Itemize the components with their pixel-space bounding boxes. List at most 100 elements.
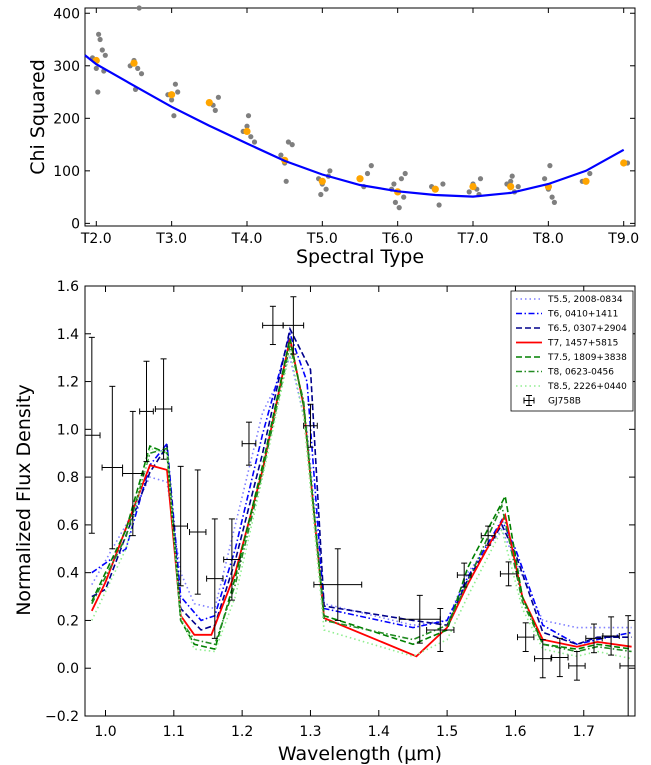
error-bar-point — [85, 336, 101, 534]
x-tick-label: T4.0 — [231, 231, 263, 247]
orange-point — [318, 177, 326, 185]
y-tick-label: 0.0 — [57, 661, 79, 677]
grey-point — [285, 139, 291, 145]
grey-point — [508, 178, 514, 184]
grey-point — [215, 94, 221, 100]
legend-label: T8, 0623-0456 — [547, 368, 614, 378]
grey-point — [587, 170, 593, 177]
grey-point — [97, 36, 103, 43]
grey-point — [96, 31, 102, 37]
error-bar-point — [154, 358, 173, 460]
top-x-ticks: T2.0 T3.0 T4.0 T5.0 T6.0 T7.0 T8.0 T9.0 — [80, 8, 639, 247]
top-plot-frame — [84, 7, 636, 227]
error-bar-point — [173, 465, 188, 587]
grey-point — [102, 52, 108, 58]
legend-swatch-errorbar — [523, 395, 535, 406]
error-bar-point — [585, 623, 603, 654]
x-tick-label: T5.0 — [306, 231, 338, 247]
error-bar-point — [313, 548, 363, 621]
error-bar-point — [303, 403, 318, 448]
x-tick-label: T2.0 — [80, 231, 112, 247]
y-tick-label: 400 — [53, 6, 80, 22]
legend-label: T8.5, 2226+0440 — [547, 382, 627, 392]
grey-point — [283, 178, 289, 184]
error-bar-point — [568, 651, 586, 681]
grey-point — [251, 139, 258, 145]
x-tick-label: 1.6 — [504, 724, 526, 740]
legend-label: T7, 1457+5815 — [547, 339, 618, 349]
error-bar-point — [426, 608, 455, 652]
error-bar-point — [499, 561, 518, 587]
x-tick-label: 1.4 — [368, 724, 390, 740]
legend-label: T6, 0410+1411 — [547, 310, 618, 320]
grey-point — [175, 89, 181, 95]
bottom-data-marks — [85, 296, 635, 716]
error-bar-point — [534, 639, 552, 679]
x-tick-label: 1.1 — [163, 724, 185, 740]
grey-point — [477, 176, 484, 182]
bottom-y-ticks: −0.2 0.0 0.2 0.4 0.6 0.8 1.0 1.2 1.4 1.6 — [45, 279, 635, 725]
orange-point — [582, 177, 590, 185]
error-bar-point — [619, 615, 635, 716]
legend-label: T6.5, 0307+2904 — [547, 324, 627, 334]
y-tick-label: 0.2 — [57, 613, 79, 629]
orange-point — [620, 159, 628, 167]
top-x-axis-label: Spectral Type — [296, 246, 424, 268]
error-bar-point — [241, 421, 257, 466]
orange-point — [356, 175, 364, 183]
grey-point — [135, 65, 141, 71]
y-tick-label: 0.6 — [57, 518, 79, 534]
grey-point — [245, 113, 252, 119]
grey-point — [398, 176, 404, 182]
grey-point — [323, 186, 329, 192]
grey-point — [318, 191, 324, 198]
y-tick-label: 100 — [53, 164, 80, 180]
x-tick-label: T7.0 — [457, 231, 489, 247]
y-tick-label: 1.0 — [57, 422, 79, 438]
grey-point — [364, 170, 371, 177]
top-y-ticks: 0 100 200 300 400 — [53, 6, 635, 232]
y-tick-label: 1.6 — [57, 279, 79, 295]
grey-point — [136, 5, 142, 11]
x-tick-label: 1.0 — [94, 724, 116, 740]
legend-label: T5.5, 2008-0834 — [547, 295, 623, 305]
grey-point — [549, 194, 555, 200]
grey-point — [368, 163, 374, 169]
grey-point — [542, 176, 548, 182]
grey-point — [466, 189, 472, 195]
error-bar-point — [223, 518, 241, 601]
error-bar-point — [456, 562, 472, 588]
model-line-1 — [91, 331, 632, 646]
error-bar-point — [189, 469, 207, 595]
grey-point — [212, 107, 218, 113]
x-tick-label: 1.5 — [436, 724, 458, 740]
grey-point — [509, 173, 515, 179]
grey-point — [515, 184, 521, 190]
model-line-6 — [91, 350, 632, 660]
error-bar-point — [480, 525, 496, 546]
y-tick-label: 1.4 — [57, 327, 79, 343]
error-bar-point — [282, 296, 305, 355]
orange-point — [469, 183, 477, 191]
bottom-panel: 1.0 1.1 1.2 1.3 1.4 1.5 1.6 1.7 −0.2 0.0 0.2 0.4 0.… — [13, 279, 636, 765]
orange-point — [205, 99, 213, 107]
orange-point — [243, 127, 251, 135]
grey-point — [392, 199, 398, 205]
legend-label: T7.5, 1809+3838 — [547, 353, 627, 363]
error-bar-point — [101, 385, 124, 550]
orange-point — [431, 185, 439, 193]
grey-point — [402, 170, 408, 177]
y-tick-label: 1.2 — [57, 375, 79, 391]
y-tick-label: 0.4 — [57, 566, 79, 582]
y-tick-label: −0.2 — [45, 709, 79, 725]
grey-point — [169, 97, 175, 103]
orange-point — [168, 91, 176, 99]
grey-point — [289, 142, 295, 148]
x-tick-label: T6.0 — [381, 231, 413, 247]
x-tick-label: 1.7 — [573, 724, 595, 740]
grey-point — [440, 181, 446, 187]
legend-label: GJ758B — [548, 397, 581, 407]
y-tick-label: 300 — [53, 59, 80, 75]
error-bar-point — [516, 622, 535, 652]
error-bar-point — [551, 637, 569, 678]
